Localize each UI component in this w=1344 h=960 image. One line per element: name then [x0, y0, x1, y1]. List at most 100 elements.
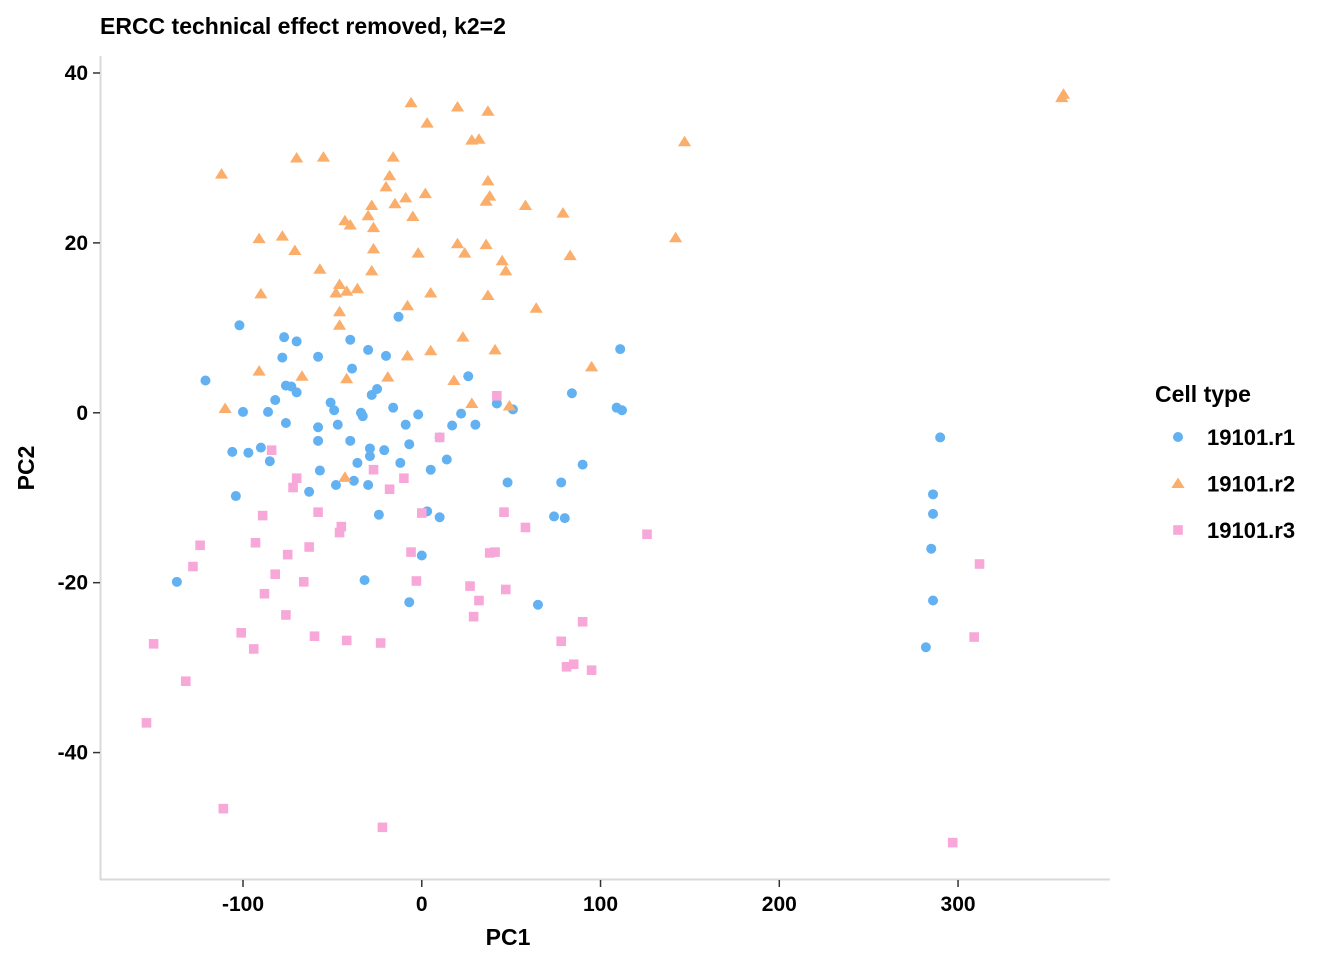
data-point	[277, 352, 288, 363]
data-point	[418, 187, 432, 199]
data-point	[447, 374, 461, 386]
x-tick-label: -100	[222, 893, 264, 916]
data-point	[395, 457, 406, 468]
data-point	[282, 549, 293, 560]
data-point	[481, 174, 495, 186]
data-point	[350, 282, 365, 294]
chart-title: ERCC technical effect removed, k2=2	[100, 13, 506, 39]
data-point	[363, 344, 374, 355]
data-point	[280, 417, 291, 428]
data-point	[382, 169, 397, 181]
data-point	[263, 406, 274, 417]
data-point	[947, 837, 958, 848]
data-point	[434, 432, 445, 443]
data-point	[379, 180, 393, 192]
data-point	[411, 576, 422, 586]
data-point	[340, 285, 354, 296]
data-point	[357, 411, 368, 422]
data-point	[364, 443, 375, 454]
data-point	[399, 473, 409, 483]
data-point	[456, 408, 467, 419]
data-point	[416, 550, 427, 561]
data-point	[252, 232, 266, 244]
data-point	[295, 370, 309, 381]
data-point	[386, 151, 400, 162]
legend-key	[1173, 432, 1183, 442]
data-point	[375, 638, 386, 648]
data-point	[974, 559, 985, 569]
data-point	[935, 432, 946, 443]
legend: Cell type 19101.r1 19101.r2 19101.r3	[1155, 381, 1295, 543]
x-tick-label: 300	[941, 893, 976, 916]
y-tick-label: 40	[65, 62, 88, 85]
data-point	[255, 442, 266, 453]
series-19101.r1	[171, 311, 946, 653]
data-point	[257, 510, 268, 521]
legend-key	[1173, 525, 1183, 535]
data-point	[563, 249, 577, 261]
data-point	[234, 320, 245, 331]
data-point	[313, 422, 324, 433]
data-point	[379, 445, 390, 456]
data-point	[488, 343, 502, 355]
data-point	[381, 350, 392, 361]
data-point	[347, 363, 358, 374]
data-point	[413, 409, 424, 420]
axes	[99, 56, 1110, 881]
data-point	[329, 405, 340, 416]
data-point	[332, 419, 343, 430]
data-point	[238, 406, 249, 417]
series-19101.r2	[214, 88, 1071, 482]
data-point	[458, 247, 472, 258]
data-point	[520, 522, 531, 533]
data-point	[329, 287, 343, 298]
data-point	[484, 548, 495, 558]
data-point	[642, 529, 652, 540]
data-point	[472, 133, 486, 144]
data-point	[556, 636, 567, 647]
data-point	[288, 244, 302, 256]
legend-item: 19101.r1	[1173, 425, 1295, 450]
y-axis-label: PC2	[13, 446, 39, 491]
legend-item: 19101.r2	[1171, 472, 1295, 497]
y-tick-label: 0	[76, 402, 88, 425]
data-point	[141, 718, 152, 728]
data-point	[463, 371, 474, 382]
data-point	[920, 642, 931, 653]
data-point	[400, 299, 415, 311]
data-point	[279, 332, 290, 343]
data-point	[424, 344, 438, 356]
data-point	[559, 513, 570, 524]
x-tick-label: 100	[583, 893, 618, 916]
x-axis-label: PC1	[486, 924, 531, 950]
data-point	[352, 457, 363, 468]
data-point	[195, 540, 205, 551]
data-point	[468, 611, 479, 622]
data-point	[447, 420, 458, 431]
data-point	[411, 247, 425, 258]
data-point	[363, 479, 374, 490]
data-point	[248, 644, 259, 654]
data-point	[616, 405, 627, 416]
data-point	[465, 397, 479, 408]
data-point	[584, 360, 599, 372]
data-point	[500, 584, 511, 595]
data-point	[343, 219, 357, 230]
ticks: -100 0 100 200 300 -40 -20 0 20 40	[58, 62, 976, 916]
data-point	[309, 631, 320, 641]
data-point	[577, 616, 588, 627]
data-point	[556, 207, 570, 218]
data-point	[171, 576, 182, 587]
data-point	[561, 661, 572, 672]
data-point	[456, 331, 470, 342]
legend-key	[1171, 477, 1185, 488]
data-point	[450, 100, 465, 112]
data-point	[252, 365, 266, 376]
data-point	[340, 372, 354, 384]
data-point	[404, 439, 415, 450]
data-point	[290, 151, 304, 163]
x-tick-label: 200	[762, 893, 797, 916]
data-point	[1055, 91, 1069, 103]
y-tick-label: -40	[58, 742, 88, 765]
